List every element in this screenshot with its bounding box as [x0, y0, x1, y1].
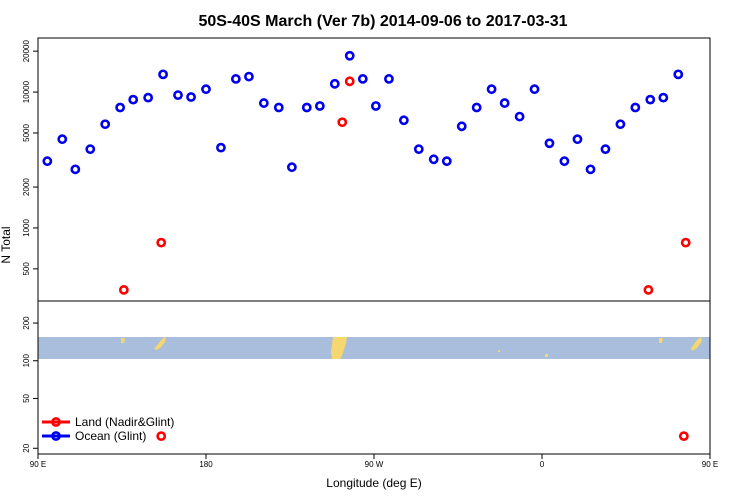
lower-points — [156, 431, 689, 442]
x-tick-label: 90 W — [365, 460, 384, 469]
legend-marker-ocean — [51, 431, 61, 441]
legend-entry-land: Land (Nadir&Glint) — [42, 415, 174, 429]
land-tasmania-east — [659, 338, 663, 343]
upper-y-tick-label: 2000 — [22, 178, 31, 196]
upper-point-ocean-glint — [384, 74, 394, 84]
upper-point-ocean-glint — [201, 84, 211, 95]
map-strip-ocean — [38, 337, 710, 359]
land-new-zealand-east — [691, 337, 702, 351]
upper-y-tick-label: 500 — [22, 262, 31, 276]
upper-y-axis: 500 1000 2000 5000 10000 20000 — [22, 39, 38, 276]
upper-point-ocean-glint — [499, 98, 510, 108]
upper-y-tick-label: 20000 — [22, 39, 31, 62]
x-tick-label: 90 E — [702, 460, 718, 469]
upper-point-ocean-glint — [514, 111, 525, 122]
upper-point-ocean-glint — [216, 142, 226, 153]
x-tick-label: 180 — [199, 460, 213, 469]
upper-point-ocean-glint — [70, 164, 81, 175]
chart-title: 50S-40S March (Ver 7b) 2014-09-06 to 201… — [198, 13, 567, 30]
land-islet-2 — [498, 350, 500, 352]
upper-point-ocean-glint — [486, 84, 497, 95]
land-tasmania — [121, 338, 125, 343]
upper-point-ocean-glint — [186, 92, 196, 102]
upper-point-ocean-glint — [301, 102, 312, 113]
upper-point-ocean-glint — [441, 156, 452, 167]
lower-y-tick-label: 50 — [22, 393, 31, 402]
upper-point-ocean-glint — [128, 94, 139, 105]
upper-point-ocean-glint — [57, 134, 68, 145]
upper-point-ocean-glint — [658, 92, 669, 103]
upper-point-ocean-glint — [273, 102, 284, 113]
land-islet — [545, 354, 548, 357]
upper-point-ocean-glint — [398, 115, 409, 126]
upper-point-ocean-glint — [471, 102, 482, 113]
upper-y-tick-label: 10000 — [22, 80, 31, 103]
upper-y-tick-label: 5000 — [22, 124, 31, 142]
upper-point-ocean-glint — [329, 78, 340, 89]
upper-panel: 500 1000 2000 5000 10000 20000 — [22, 37, 711, 302]
upper-point-land-nadir-glint — [337, 117, 348, 128]
upper-point-land-nadir-glint — [643, 285, 654, 295]
lower-panel: 20 50 100 200 — [22, 300, 711, 455]
upper-point-ocean-glint — [143, 92, 154, 103]
upper-point-ocean-glint — [673, 69, 684, 80]
upper-point-ocean-glint — [244, 71, 254, 82]
upper-point-ocean-glint — [630, 102, 641, 113]
upper-point-ocean-glint — [370, 101, 381, 111]
upper-point-land-nadir-glint — [680, 237, 691, 248]
upper-point-ocean-glint — [572, 134, 583, 145]
upper-y-tick-label: 1000 — [22, 219, 31, 237]
upper-point-land-nadir-glint — [156, 237, 167, 248]
legend: Land (Nadir&Glint) Ocean (Glint) — [42, 415, 174, 443]
upper-point-ocean-glint — [544, 138, 555, 149]
legend-entry-ocean: Ocean (Glint) — [42, 429, 146, 443]
upper-point-ocean-glint — [529, 84, 540, 95]
upper-point-ocean-glint — [344, 50, 355, 61]
y-axis-label: N Total — [0, 226, 13, 263]
x-tick-label: 0 — [540, 460, 545, 469]
upper-point-land-nadir-glint — [118, 285, 129, 295]
legend-marker-land — [51, 417, 61, 427]
upper-plot-frame — [37, 37, 711, 302]
upper-point-ocean-glint — [286, 162, 297, 173]
upper-point-ocean-glint — [413, 144, 424, 155]
upper-point-ocean-glint — [42, 156, 53, 167]
upper-point-ocean-glint — [314, 101, 325, 111]
lower-point-land-nadir-glint — [156, 431, 167, 442]
lower-y-tick-label: 200 — [22, 316, 31, 330]
upper-point-ocean-glint — [357, 74, 368, 84]
lower-y-axis: 20 50 100 200 — [22, 316, 38, 453]
upper-point-land-nadir-glint — [344, 76, 355, 87]
x-axis-label: Longitude (deg E) — [326, 476, 421, 490]
upper-point-ocean-glint — [645, 94, 656, 105]
legend-label-ocean: Ocean (Glint) — [75, 429, 146, 443]
upper-point-ocean-glint — [85, 144, 96, 155]
lower-y-tick-label: 100 — [22, 354, 31, 368]
upper-point-ocean-glint — [173, 90, 183, 100]
land-south-america — [331, 337, 347, 359]
upper-point-ocean-glint — [158, 69, 168, 80]
x-tick-label: 90 E — [30, 460, 46, 469]
lower-y-tick-label: 20 — [22, 443, 31, 452]
upper-point-ocean-glint — [258, 98, 269, 108]
upper-point-ocean-glint — [100, 119, 111, 130]
upper-point-ocean-glint — [559, 156, 570, 167]
upper-point-ocean-glint — [456, 121, 467, 132]
map-strip-land — [121, 337, 702, 359]
upper-point-ocean-glint — [600, 144, 611, 155]
legend-label-land: Land (Nadir&Glint) — [75, 415, 174, 429]
upper-point-ocean-glint — [585, 164, 596, 175]
land-new-zealand — [154, 337, 166, 350]
lower-point-land-nadir-glint — [678, 431, 689, 442]
upper-points — [42, 50, 691, 295]
upper-point-ocean-glint — [615, 119, 626, 130]
upper-point-ocean-glint — [230, 74, 241, 84]
upper-point-ocean-glint — [115, 102, 126, 113]
upper-point-ocean-glint — [428, 154, 439, 165]
